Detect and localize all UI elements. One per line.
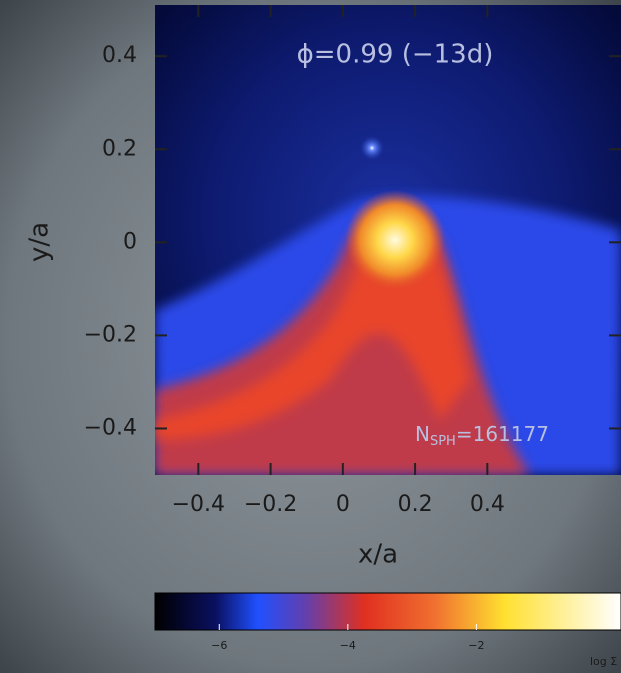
colorbar [155,593,621,630]
chart: ϕ=0.99 (−13d) NSPH=161177 x/a y/a log Σ … [0,0,621,673]
x-tick-label: 0 [336,492,350,517]
x-tick-label: −0.2 [244,492,297,517]
density-map [155,5,621,475]
colorbar-label: log Σ [590,655,617,668]
colorbar-tick-label: −6 [211,639,227,652]
y-tick-label: −0.2 [84,322,137,347]
y-tick-label: −0.4 [84,415,137,440]
colorbar-tick-label: −2 [468,639,484,652]
y-tick-label: 0.2 [102,136,137,161]
x-tick-label: 0.2 [398,492,433,517]
y-tick-label: 0.4 [102,43,137,68]
y-axis-label: y/a [25,222,55,262]
y-tick-label: 0 [123,229,137,254]
x-axis-label: x/a [358,540,398,570]
colorbar-tick-label: −4 [340,639,356,652]
x-tick-label: 0.4 [470,492,505,517]
chart-title: ϕ=0.99 (−13d) [297,40,494,70]
x-tick-label: −0.4 [172,492,225,517]
